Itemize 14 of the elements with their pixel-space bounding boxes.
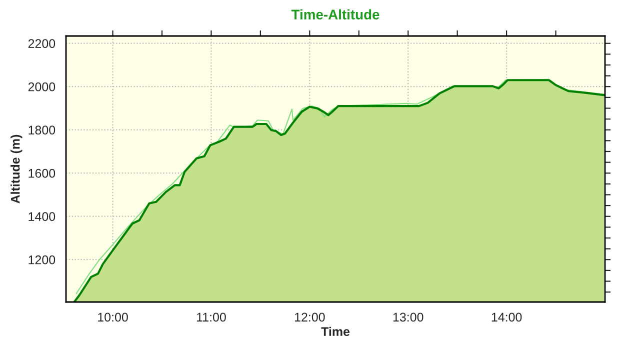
y-tick-label: 1400 (28, 212, 56, 222)
x-tick-label: 11:00 (196, 312, 226, 322)
y-tick-label: 2000 (28, 82, 56, 92)
y-tick-label: 1600 (28, 168, 56, 178)
x-axis-title: Time (321, 326, 350, 336)
chart-title: Time-Altitude (291, 9, 380, 20)
y-tick-label: 1800 (28, 126, 56, 135)
x-tick-label: 12:00 (294, 312, 325, 322)
x-tick-label: 13:00 (393, 312, 424, 322)
y-axis-title: Altitude (m) (10, 134, 22, 204)
y-tick-label: 1200 (28, 255, 56, 264)
x-tick-label: 10:00 (98, 312, 128, 322)
x-tick-label: 14:00 (492, 312, 522, 322)
y-tick-label: 2200 (28, 39, 56, 48)
